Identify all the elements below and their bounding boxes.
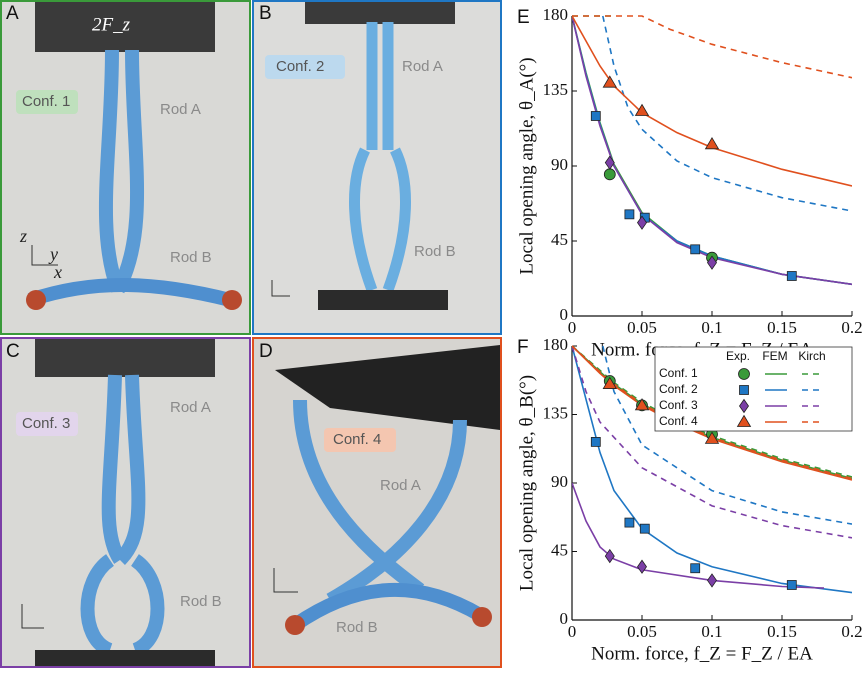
rod-b-label: Rod B — [170, 249, 212, 266]
marker — [624, 517, 635, 528]
rod-a-label: Rod A — [380, 477, 421, 494]
x-tick-label: 0.1 — [701, 318, 722, 337]
legend-marker — [738, 368, 750, 380]
legend-marker — [739, 398, 749, 414]
conf-label: Conf. 3 — [22, 415, 70, 432]
marker — [707, 255, 717, 270]
marker — [604, 548, 615, 564]
rod-b-label: Rod B — [336, 619, 378, 636]
marker — [704, 431, 720, 444]
x-tick-label: 0.05 — [627, 622, 657, 641]
legend-header: Kirch — [798, 349, 825, 363]
x-tick-label: 0.15 — [767, 318, 797, 337]
marker — [690, 563, 701, 574]
photo-d: D Conf. 4 Rod A Rod B — [252, 337, 502, 668]
y-axis-label: Local opening angle, θ_A(°) — [516, 57, 537, 274]
legend-label: Conf. 1 — [659, 366, 698, 380]
kirch-line — [572, 345, 852, 539]
x-tick-label: 0.05 — [627, 318, 657, 337]
marker — [590, 436, 601, 447]
kirch-line — [602, 15, 852, 212]
legend-header: FEM — [762, 349, 787, 363]
legend-marker — [739, 385, 749, 395]
fem-line — [572, 15, 852, 286]
kirch-line — [572, 15, 852, 79]
x-tick-label: 0.15 — [767, 622, 797, 641]
marker — [634, 398, 650, 411]
y-tick-label: 45 — [551, 230, 568, 249]
conf-label: Conf. 1 — [22, 93, 70, 110]
y-tick-label: 135 — [543, 403, 569, 422]
rod-a-label: Rod A — [160, 101, 201, 118]
panel-letter: E — [517, 7, 530, 28]
y-tick-label: 90 — [551, 472, 568, 491]
x-tick-label: 0.2 — [841, 318, 862, 337]
marker — [602, 75, 618, 88]
marker — [590, 111, 601, 121]
marker — [602, 376, 618, 389]
marker — [707, 573, 717, 588]
y-axis-label: Local opening angle, θ_B(°) — [516, 375, 537, 591]
marker — [637, 559, 647, 574]
axis-y: y — [48, 244, 58, 264]
marker — [690, 244, 701, 255]
photo-a: A 2F_z Conf. 1 Rod A Rod B z y x — [0, 0, 251, 335]
kirch-line — [602, 345, 852, 525]
conf-label: Conf. 4 — [333, 431, 381, 448]
rod-a-label: Rod A — [402, 58, 443, 75]
rod-b-label: Rod B — [180, 593, 222, 610]
y-tick-label: 90 — [551, 155, 568, 174]
legend-header: Exp. — [726, 349, 750, 363]
axis-z: z — [19, 226, 27, 246]
x-tick-label: 0 — [568, 622, 577, 641]
y-tick-label: 180 — [543, 5, 569, 24]
marker — [637, 215, 647, 230]
x-tick-label: 0 — [568, 318, 577, 337]
panel-letter: C — [6, 341, 20, 362]
marker — [786, 580, 797, 590]
y-tick-label: 0 — [560, 609, 569, 628]
marker — [639, 523, 650, 534]
legend-label: Conf. 3 — [659, 398, 698, 412]
y-tick-label: 0 — [560, 305, 569, 324]
fem-line — [572, 15, 852, 187]
panel-letter: B — [259, 3, 272, 24]
y-tick-label: 135 — [543, 80, 569, 99]
rod-a-label: Rod A — [170, 399, 211, 416]
y-tick-label: 45 — [551, 540, 568, 559]
y-tick-label: 180 — [543, 335, 569, 354]
fem-line — [572, 15, 852, 286]
x-tick-label: 0.2 — [841, 622, 862, 641]
marker — [786, 271, 797, 281]
force-label: 2F_z — [92, 14, 131, 35]
x-tick-label: 0.1 — [701, 622, 722, 641]
panel-letter: A — [6, 3, 19, 24]
photo-c: C Conf. 3 Rod A Rod B — [0, 337, 251, 668]
legend-label: Conf. 4 — [659, 414, 698, 428]
marker — [604, 155, 615, 170]
marker — [624, 209, 635, 220]
x-axis-label: Norm. force, f_Z = F_Z / EA — [591, 643, 813, 664]
legend-marker — [736, 414, 752, 427]
panel-letter: F — [517, 337, 529, 358]
photo-b: B Conf. 2 Rod A Rod B — [252, 0, 502, 335]
marker — [704, 137, 720, 150]
rod-b-label: Rod B — [414, 243, 456, 260]
axis-x: x — [53, 262, 62, 282]
marker — [634, 103, 650, 116]
fem-line — [572, 15, 852, 286]
fem-line — [572, 482, 825, 589]
marker — [603, 168, 616, 181]
legend-label: Conf. 2 — [659, 382, 698, 396]
conf-label: Conf. 2 — [276, 58, 324, 75]
panel-letter: D — [259, 341, 273, 362]
legend-box — [654, 346, 853, 432]
